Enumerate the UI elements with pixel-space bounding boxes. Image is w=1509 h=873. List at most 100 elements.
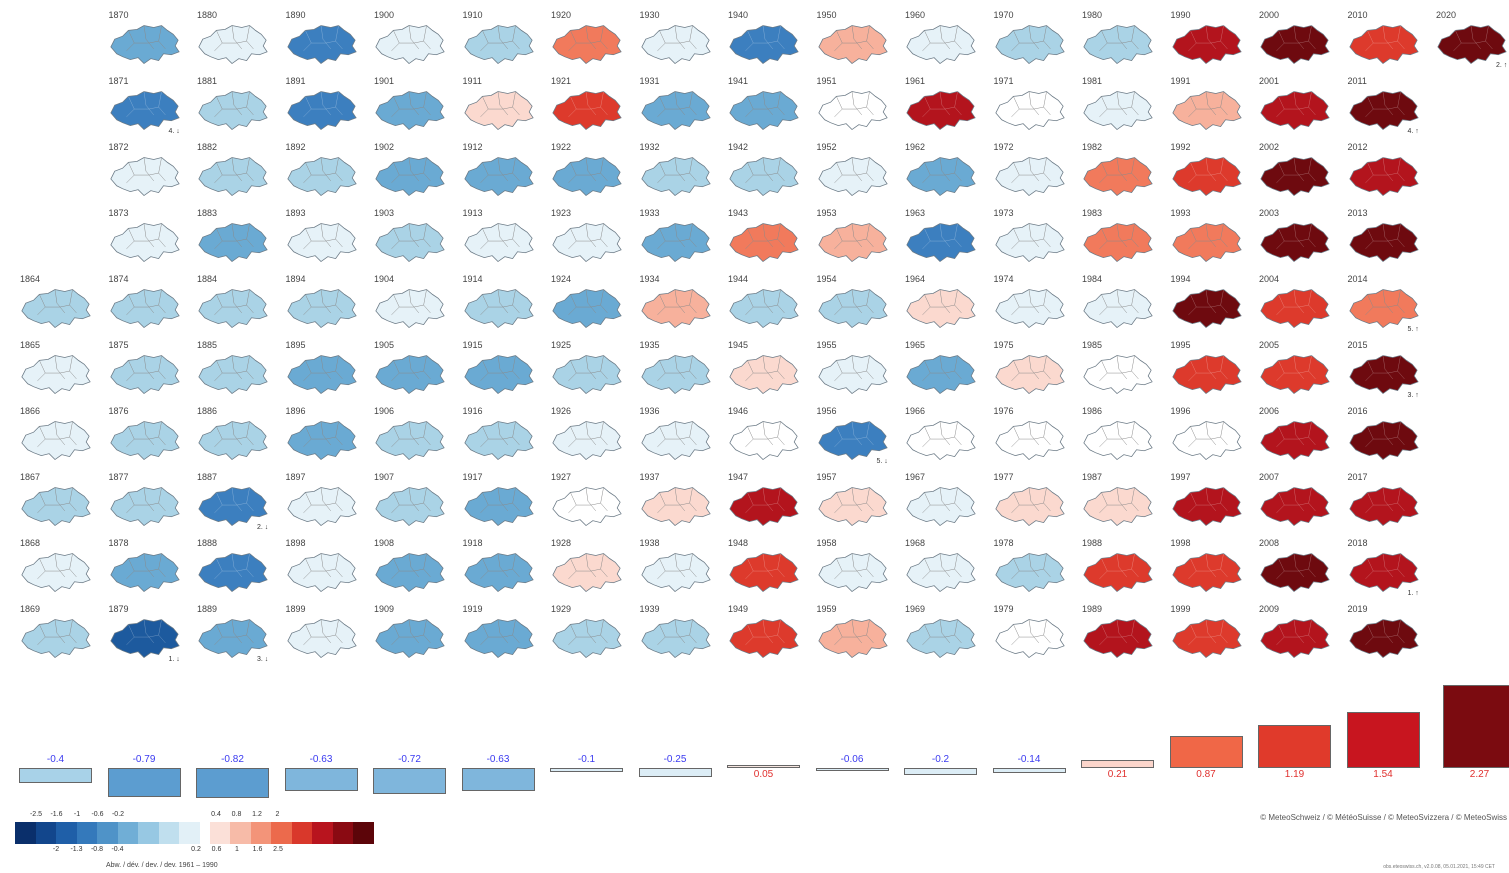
year-label: 1988 (1082, 538, 1103, 548)
switzerland-map-1954 (813, 285, 891, 333)
decade-bar-value: -0.14 (1017, 754, 1041, 765)
legend-swatch (291, 822, 312, 844)
year-label: 1995 (1170, 340, 1191, 350)
year-label: 2008 (1259, 538, 1280, 548)
year-label: 1929 (551, 604, 572, 614)
switzerland-map-1958 (813, 549, 891, 597)
year-label: 2017 (1347, 472, 1368, 482)
rank-annotation: 4. ↓ (168, 128, 180, 135)
decade-bar-value: 0.05 (753, 769, 774, 780)
switzerland-map-1930 (636, 21, 714, 69)
decade-bar-value: -0.79 (132, 754, 156, 765)
year-label: 1871 (108, 76, 129, 86)
year-label: 1996 (1170, 406, 1191, 416)
year-label: 2002 (1259, 142, 1280, 152)
year-label: 1999 (1170, 604, 1191, 614)
year-label: 1864 (20, 274, 41, 284)
switzerland-map-1916 (459, 417, 537, 465)
switzerland-map-1928 (547, 549, 625, 597)
year-label: 1893 (285, 208, 306, 218)
year-label: 1956 (816, 406, 837, 416)
year-label: 1912 (462, 142, 483, 152)
year-label: 1933 (639, 208, 660, 218)
year-label: 1872 (108, 142, 129, 152)
legend-swatch (35, 822, 56, 844)
switzerland-map-1929 (547, 615, 625, 663)
switzerland-map-1937 (636, 483, 714, 531)
switzerland-map-2007 (1255, 483, 1333, 531)
legend-swatch (271, 822, 292, 844)
legend-tick: 0.8 (231, 811, 242, 818)
switzerland-map-1918 (459, 549, 537, 597)
year-label: 2020 (1436, 10, 1457, 20)
switzerland-map-1876 (105, 417, 183, 465)
switzerland-map-1881 (193, 87, 271, 135)
rank-annotation: 5. ↑ (1407, 326, 1419, 333)
year-label: 1876 (108, 406, 129, 416)
switzerland-map-1874 (105, 285, 183, 333)
switzerland-map-1973 (990, 219, 1068, 267)
year-label: 1960 (905, 10, 926, 20)
switzerland-map-1902 (370, 153, 448, 201)
switzerland-map-1984 (1078, 285, 1156, 333)
switzerland-map-1909 (370, 615, 448, 663)
switzerland-map-1994 (1167, 285, 1245, 333)
year-label: 2014 (1347, 274, 1368, 284)
rank-annotation: 1. ↑ (1407, 590, 1419, 597)
switzerland-map-2012 (1344, 153, 1422, 201)
legend-tick: 0.6 (211, 846, 222, 853)
switzerland-map-1951 (813, 87, 891, 135)
switzerland-map-2014 (1344, 285, 1422, 333)
year-label: 1991 (1170, 76, 1191, 86)
switzerland-map-1996 (1167, 417, 1245, 465)
switzerland-map-1982 (1078, 153, 1156, 201)
switzerland-map-2013 (1344, 219, 1422, 267)
year-label: 2012 (1347, 142, 1368, 152)
year-label: 2013 (1347, 208, 1368, 218)
year-label: 1868 (20, 538, 41, 548)
year-label: 1918 (462, 538, 483, 548)
decade-bar-value: -0.4 (46, 754, 65, 765)
year-label: 2006 (1259, 406, 1280, 416)
decade-bar (107, 768, 181, 797)
switzerland-map-2019 (1344, 615, 1422, 663)
decade-bar (727, 765, 800, 768)
legend-swatch (312, 822, 333, 844)
year-label: 1887 (197, 472, 218, 482)
rank-annotation: 3. ↓ (257, 656, 269, 663)
year-label: 1904 (374, 274, 395, 284)
year-label: 1994 (1170, 274, 1191, 284)
year-label: 1943 (728, 208, 749, 218)
legend-swatch (15, 822, 36, 844)
year-label: 1917 (462, 472, 483, 482)
switzerland-map-1960 (901, 21, 979, 69)
switzerland-map-1942 (724, 153, 802, 201)
year-label: 1890 (285, 10, 306, 20)
legend-swatch (56, 822, 77, 844)
decade-bar-value: 0.21 (1107, 769, 1128, 780)
year-label: 1948 (728, 538, 749, 548)
decade-bar-value: 1.19 (1284, 769, 1305, 780)
year-label: 1910 (462, 10, 483, 20)
year-label: 1986 (1082, 406, 1103, 416)
year-label: 1888 (197, 538, 218, 548)
year-label: 1877 (108, 472, 129, 482)
switzerland-map-1877 (105, 483, 183, 531)
year-label: 1928 (551, 538, 572, 548)
switzerland-map-1941 (724, 87, 802, 135)
switzerland-map-1886 (193, 417, 271, 465)
switzerland-map-1963 (901, 219, 979, 267)
switzerland-map-2016 (1344, 417, 1422, 465)
switzerland-map-1888 (193, 549, 271, 597)
year-label: 1954 (816, 274, 837, 284)
year-label: 1945 (728, 340, 749, 350)
legend-swatch (209, 822, 230, 844)
switzerland-map-1959 (813, 615, 891, 663)
year-label: 1866 (20, 406, 41, 416)
legend-tick: -1.3 (70, 846, 83, 853)
year-label: 2018 (1347, 538, 1368, 548)
switzerland-map-1910 (459, 21, 537, 69)
year-label: 1979 (993, 604, 1014, 614)
year-label: 1952 (816, 142, 837, 152)
